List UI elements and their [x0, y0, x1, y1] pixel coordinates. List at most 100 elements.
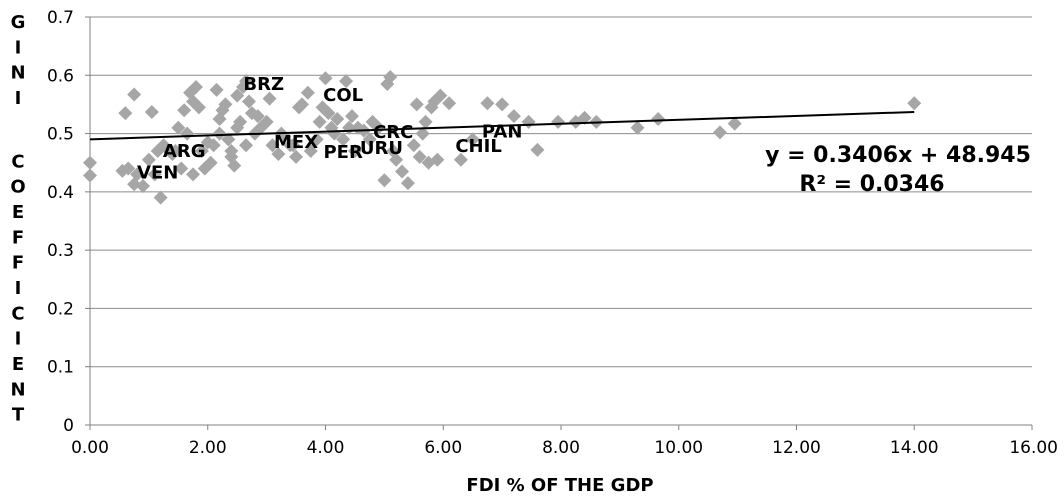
data-point: [230, 88, 245, 103]
data-point: [309, 132, 324, 147]
data-point: [83, 155, 97, 170]
data-point: [495, 97, 510, 112]
y-axis-title-letter: I: [15, 329, 22, 350]
data-point: [206, 138, 221, 153]
data-point: [141, 152, 156, 167]
data-point: [300, 85, 315, 100]
x-tick-label: 0.00: [71, 438, 109, 458]
data-point: [312, 114, 327, 129]
r-squared-label: R² = 0.0346: [799, 172, 944, 197]
country-label: CRC: [373, 122, 413, 143]
x-tick-label: 16.00: [1009, 438, 1058, 458]
data-point: [344, 109, 359, 124]
y-axis-title-letter: E: [12, 354, 24, 375]
data-point: [191, 100, 206, 115]
y-axis-title-letter: N: [10, 379, 25, 400]
data-point: [115, 163, 130, 178]
data-point: [453, 152, 468, 167]
data-point: [480, 96, 495, 111]
country-label: URU: [360, 138, 403, 159]
data-point: [121, 161, 136, 176]
data-point: [262, 91, 277, 106]
data-point: [327, 126, 342, 141]
data-point: [412, 149, 427, 164]
country-label: PER: [323, 142, 362, 163]
x-tick-label: 4.00: [307, 438, 345, 458]
data-point: [383, 70, 398, 85]
data-point: [303, 144, 318, 159]
y-tick-label: 0.2: [47, 299, 74, 319]
data-point: [339, 74, 354, 89]
y-axis-title-letter: F: [12, 253, 24, 274]
data-point: [651, 112, 666, 126]
data-point: [465, 132, 480, 147]
data-point: [147, 167, 162, 182]
data-point: [218, 97, 233, 112]
data-point: [409, 97, 424, 112]
data-point: [727, 116, 742, 131]
data-point: [289, 149, 304, 164]
country-label: PAN: [482, 122, 523, 143]
data-point: [233, 114, 248, 129]
y-tick-label: 0.7: [47, 8, 74, 28]
data-point: [144, 105, 159, 120]
y-axis-title-letter: E: [12, 202, 24, 223]
data-point: [186, 167, 201, 182]
data-point: [259, 114, 274, 129]
data-point: [188, 79, 203, 94]
data-point: [286, 138, 301, 153]
x-tick-label: 6.00: [424, 438, 462, 458]
data-point: [389, 152, 404, 167]
data-point: [330, 112, 345, 126]
y-axis-title-letter: N: [10, 63, 25, 84]
x-tick-label: 14.00: [890, 438, 939, 458]
x-axis-title: FDI % OF THE GDP: [466, 475, 653, 496]
y-tick-label: 0.3: [47, 241, 74, 261]
y-axis-title-letter: I: [15, 278, 22, 299]
x-tick-label: 12.00: [772, 438, 821, 458]
trendline-line: [89, 111, 915, 141]
data-point: [630, 120, 645, 135]
data-point: [174, 161, 189, 176]
data-point: [530, 142, 545, 157]
country-label: CHIL: [455, 136, 501, 157]
trendline-equation: y = 0.3406x + 48.945: [765, 143, 1031, 168]
data-point: [83, 168, 97, 183]
data-point: [171, 120, 186, 135]
data-point: [127, 87, 142, 102]
country-label: ARG: [163, 141, 206, 162]
data-point: [907, 96, 922, 111]
y-axis-title-letter: O: [10, 177, 25, 198]
y-axis-title-letter: I: [15, 88, 22, 109]
country-label: VEN: [137, 162, 178, 183]
data-point: [239, 74, 254, 89]
x-tick-label: 2.00: [189, 438, 227, 458]
data-point: [209, 82, 224, 97]
data-point: [712, 125, 727, 140]
y-axis-title-letter: C: [11, 151, 24, 172]
data-point: [135, 179, 150, 194]
data-point: [265, 138, 280, 153]
data-point: [250, 109, 265, 124]
y-tick-label: 0.6: [47, 66, 74, 86]
data-point: [203, 155, 218, 170]
data-point: [362, 132, 377, 147]
data-point: [271, 146, 286, 161]
data-point: [336, 132, 351, 147]
data-point: [118, 106, 133, 121]
y-axis-title-letter: G: [11, 12, 26, 33]
data-point: [153, 190, 168, 205]
data-point: [321, 106, 336, 121]
axes: [89, 17, 1032, 426]
data-point: [168, 144, 183, 159]
y-tick-label: 0.4: [47, 183, 74, 203]
data-point: [130, 167, 145, 182]
data-point: [377, 173, 392, 188]
x-tick-label: 10.00: [654, 438, 703, 458]
data-point: [430, 152, 445, 167]
data-point: [227, 158, 242, 173]
